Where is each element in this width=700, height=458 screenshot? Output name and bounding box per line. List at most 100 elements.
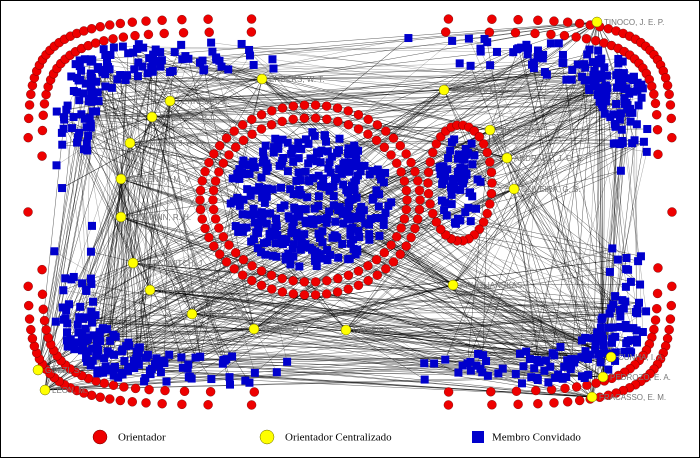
membro-node: [593, 90, 602, 99]
membro-node: [307, 215, 316, 224]
orientador-node: [388, 133, 399, 143]
node-label: SCHENINI, P. C.: [159, 113, 218, 122]
membro-node: [294, 168, 303, 177]
node-label: TINOCO, J. E. P.: [604, 18, 664, 27]
membro-node: [260, 198, 269, 207]
membro-node: [614, 59, 623, 68]
membro-node: [134, 360, 143, 369]
membro-node: [353, 247, 362, 256]
membro-node: [225, 373, 234, 382]
membro-node: [152, 56, 161, 65]
orientador-node: [277, 287, 288, 297]
membro-node: [107, 83, 116, 92]
membro-node: [63, 319, 72, 328]
orientador-node: [256, 280, 267, 290]
central-node: [340, 324, 352, 336]
membro-node: [591, 340, 600, 349]
orientador-node: [562, 17, 573, 27]
membro-node: [597, 73, 606, 82]
edge: [92, 317, 590, 355]
edge: [584, 59, 600, 358]
node-label: SOUZA, C. F.: [199, 310, 247, 319]
membro-node: [249, 235, 258, 244]
membro-node: [339, 219, 348, 228]
orientador-node: [247, 129, 257, 139]
membro-node: [217, 62, 226, 71]
orientador-node: [431, 139, 442, 149]
membro-node: [155, 361, 164, 370]
membro-node: [65, 300, 74, 309]
membro-node: [329, 201, 338, 210]
membro-node: [84, 131, 93, 140]
membro-node: [368, 195, 377, 204]
orientador-node: [549, 16, 559, 26]
orientador-node: [221, 257, 232, 267]
membro-node: [75, 56, 84, 65]
membro-node: [344, 255, 353, 264]
membro-node: [69, 113, 78, 122]
orientador-node: [662, 80, 673, 91]
edge: [62, 54, 154, 308]
orientador-node: [371, 135, 382, 146]
membro-node: [57, 128, 66, 137]
membro-node: [381, 168, 390, 177]
edge: [77, 60, 203, 325]
orientador-node: [208, 204, 219, 215]
node-label: PEDROZO, E. A.: [610, 373, 671, 382]
membro-node: [84, 97, 93, 106]
node-label: LEON, M.: [52, 386, 87, 395]
membro-node: [577, 336, 586, 345]
orientador-node: [401, 204, 412, 215]
membro-node: [301, 240, 310, 249]
orientador-node: [24, 100, 35, 110]
central-node: [144, 284, 156, 296]
membro-node: [268, 185, 277, 194]
membro-node: [76, 75, 85, 84]
orientador-node: [363, 114, 373, 125]
edge: [90, 75, 193, 315]
edge: [79, 316, 593, 398]
orientador-node: [86, 390, 97, 400]
membro-node: [125, 341, 134, 350]
orientador-node: [511, 386, 522, 396]
membro-node: [82, 139, 91, 148]
membro-node: [551, 373, 560, 382]
central-node: [39, 384, 51, 396]
membro-node: [191, 353, 200, 362]
membro-node: [114, 373, 123, 382]
membro-node: [623, 349, 632, 358]
membro-node: [109, 43, 118, 52]
orientador-node: [24, 113, 34, 124]
membro-node: [295, 186, 304, 195]
edge: [513, 188, 641, 285]
membro-node: [88, 344, 97, 353]
membro-node: [88, 318, 97, 327]
membro-node: [442, 211, 451, 220]
membro-node: [601, 97, 610, 106]
membro-node: [602, 71, 611, 80]
membro-node: [239, 156, 248, 165]
membro-node: [492, 47, 501, 56]
orientador-node: [246, 27, 257, 37]
membro-node: [420, 375, 429, 384]
orientador-node: [37, 151, 47, 161]
orientador-node: [410, 223, 420, 234]
membro-node: [580, 374, 589, 383]
membro-node: [315, 233, 324, 242]
membro-node: [74, 338, 83, 347]
membro-node: [255, 183, 264, 192]
orientador-node: [37, 125, 48, 136]
membro-node: [110, 364, 119, 373]
membro-node: [546, 362, 555, 371]
orientador-node: [299, 100, 310, 110]
membro-node: [243, 185, 252, 194]
membro-node: [541, 356, 550, 365]
edge: [129, 77, 602, 144]
orientador-node: [299, 113, 310, 123]
orientador-node: [649, 89, 659, 99]
membro-node: [642, 307, 651, 316]
membro-node: [585, 45, 594, 54]
orientador-node: [127, 17, 138, 27]
membro-node: [94, 97, 103, 106]
membro-node: [361, 219, 370, 228]
